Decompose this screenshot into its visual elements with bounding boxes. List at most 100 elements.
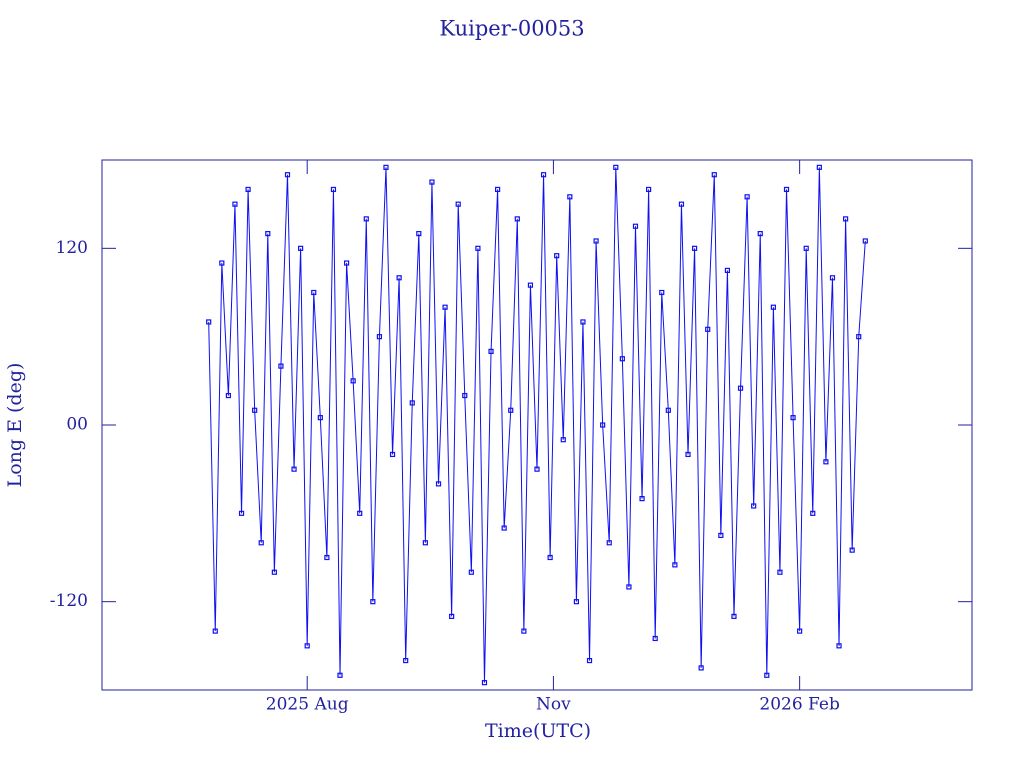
data-point xyxy=(324,554,330,561)
x-tick-label: 2026 Feb xyxy=(759,695,840,715)
data-point xyxy=(639,496,645,502)
data-point xyxy=(291,466,297,472)
data-point xyxy=(849,547,855,553)
data-point xyxy=(396,275,402,281)
data-point xyxy=(219,260,225,266)
data-point xyxy=(829,275,836,281)
data-point xyxy=(652,635,658,642)
data-point xyxy=(698,665,704,671)
data-point xyxy=(724,267,731,274)
data-point xyxy=(836,643,842,649)
data-point xyxy=(376,334,383,340)
data-point xyxy=(403,657,409,664)
data-point xyxy=(560,437,566,443)
data-point xyxy=(665,407,671,413)
data-point xyxy=(508,407,514,413)
y-tick-label: 120 xyxy=(56,238,88,258)
data-point xyxy=(442,304,448,310)
data-point xyxy=(212,628,218,634)
data-point xyxy=(646,186,652,193)
data-point xyxy=(731,613,737,619)
data-point xyxy=(534,466,540,472)
data-point xyxy=(337,672,343,678)
data-point xyxy=(685,451,691,458)
data-point xyxy=(370,599,376,605)
plot-frame xyxy=(101,159,973,691)
x-axis-label: Time(UTC) xyxy=(485,720,591,742)
data-point xyxy=(429,179,435,185)
data-point xyxy=(278,363,284,369)
data-point xyxy=(363,216,369,222)
data-point xyxy=(606,540,612,546)
data-point xyxy=(416,231,422,237)
plot-area xyxy=(206,164,868,686)
y-tick-label: -120 xyxy=(50,591,88,611)
data-point xyxy=(797,628,803,634)
data-point xyxy=(389,451,396,458)
data-point xyxy=(521,628,527,634)
data-point xyxy=(600,422,606,428)
y-axis-label: Long E (deg) xyxy=(4,363,26,488)
data-point xyxy=(495,186,501,193)
data-point xyxy=(823,459,829,465)
data-point xyxy=(764,672,770,678)
data-point xyxy=(862,238,868,244)
data-point xyxy=(790,415,796,421)
data-point xyxy=(232,201,238,207)
data-point xyxy=(843,216,849,222)
data-point xyxy=(573,599,579,605)
data-point xyxy=(475,245,481,251)
data-point xyxy=(586,657,593,664)
data-point xyxy=(711,172,717,178)
data-point xyxy=(783,186,790,193)
data-point xyxy=(540,172,547,178)
data-point xyxy=(206,319,212,325)
data-point xyxy=(678,201,685,207)
data-point xyxy=(462,392,468,399)
data-point xyxy=(304,643,310,649)
data-point xyxy=(718,532,724,539)
data-point xyxy=(737,385,744,391)
data-point xyxy=(245,186,251,193)
chart-title: Kuiper-00053 xyxy=(439,17,584,41)
data-point xyxy=(770,304,776,310)
data-point xyxy=(619,356,625,362)
data-point xyxy=(488,348,494,354)
data-point xyxy=(284,172,291,178)
data-point xyxy=(803,245,809,251)
x-tick-label: 2025 Aug xyxy=(266,695,349,715)
data-point xyxy=(357,510,363,516)
data-point xyxy=(751,503,757,509)
data-point xyxy=(455,201,461,207)
data-point xyxy=(672,562,678,568)
data-point xyxy=(691,245,698,251)
data-point xyxy=(626,584,632,590)
data-point xyxy=(350,378,356,384)
data-point xyxy=(317,415,323,421)
data-point xyxy=(252,407,258,413)
x-tick-label: Nov xyxy=(536,695,571,715)
data-point xyxy=(810,510,816,516)
data-point xyxy=(258,540,264,546)
data-point xyxy=(330,186,337,193)
data-point xyxy=(501,525,507,531)
data-line xyxy=(208,167,866,683)
data-point xyxy=(757,231,763,237)
data-point xyxy=(271,569,277,575)
data-point xyxy=(547,554,553,561)
data-point xyxy=(554,253,560,259)
data-point xyxy=(816,164,822,170)
data-point xyxy=(744,194,750,200)
data-point xyxy=(856,334,862,340)
data-point xyxy=(514,216,520,222)
data-point xyxy=(225,392,231,399)
data-point xyxy=(613,164,619,170)
data-point xyxy=(238,510,245,516)
data-point xyxy=(481,680,488,686)
data-point xyxy=(632,223,639,229)
data-point xyxy=(311,289,317,296)
data-point xyxy=(298,245,304,251)
data-point xyxy=(383,164,389,170)
